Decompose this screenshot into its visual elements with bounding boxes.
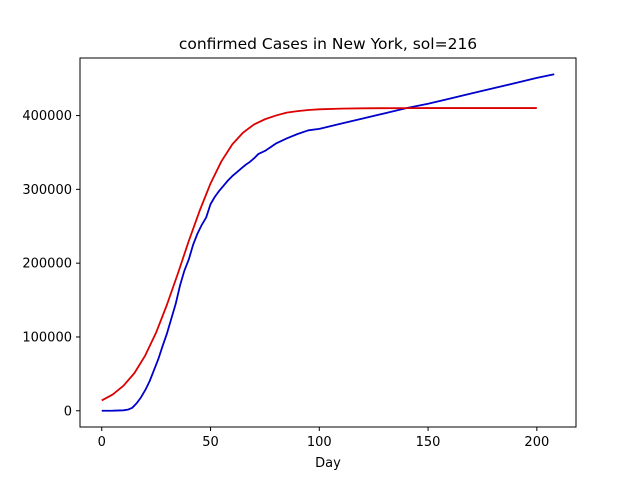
x-tick-label: 100 — [307, 435, 332, 450]
x-tick-label: 0 — [98, 435, 106, 450]
x-tick-label: 200 — [524, 435, 549, 450]
series-layer — [101, 73, 555, 412]
plot-frame — [79, 57, 577, 428]
series-line-confirmed — [101, 73, 555, 412]
ticks-layer: 0 50 100 150 200 0 100000 200000 300000 400000 — [22, 109, 549, 450]
x-tick-label: 150 — [416, 435, 441, 450]
y-tick-label: 200000 — [22, 257, 72, 272]
x-tick-label: 50 — [202, 435, 219, 450]
series-line-fit — [101, 107, 537, 402]
chart-title: confirmed Cases in New York, sol=216 — [179, 35, 477, 53]
y-tick-label: 100000 — [22, 330, 72, 345]
y-tick-label: 400000 — [22, 109, 72, 124]
y-tick-label: 0 — [64, 404, 72, 419]
x-axis-label: Day — [315, 456, 341, 471]
y-tick-label: 300000 — [22, 183, 72, 198]
